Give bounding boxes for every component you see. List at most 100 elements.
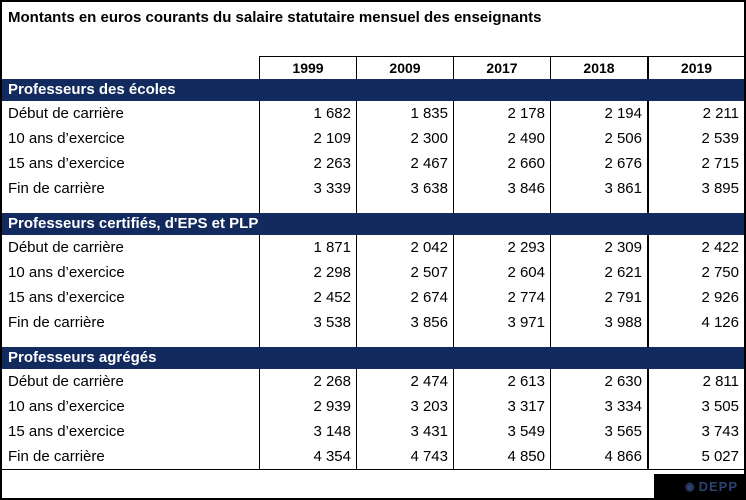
- value-cell: 2 674: [356, 285, 453, 310]
- table-row: Fin de carrière 3 339 3 638 3 846 3 861 …: [2, 176, 744, 201]
- value-cell: 2 715: [647, 151, 744, 176]
- value-cell: 3 971: [453, 310, 550, 335]
- value-cell: 2 660: [453, 151, 550, 176]
- footer-row: ◉ DEPP: [2, 469, 744, 498]
- gap-cell: [356, 201, 453, 213]
- section-gap-row: [2, 201, 744, 213]
- value-cell: 3 148: [259, 419, 356, 444]
- gap-cell: [453, 335, 550, 347]
- value-cell: 2 109: [259, 126, 356, 151]
- value-cell: 2 309: [550, 235, 647, 260]
- row-label: 15 ans d’exercice: [8, 423, 125, 440]
- value-cell: 5 027: [647, 444, 744, 469]
- year-col-header: 2018: [550, 56, 647, 79]
- depp-logo-icon: ◉: [684, 480, 695, 493]
- gap-cell: [356, 335, 453, 347]
- value-cell: 2 676: [550, 151, 647, 176]
- row-label: 15 ans d’exercice: [8, 155, 125, 172]
- row-label: Fin de carrière: [8, 448, 105, 465]
- row-label: 10 ans d’exercice: [8, 130, 125, 147]
- value-cell: 4 126: [647, 310, 744, 335]
- value-cell: 2 490: [453, 126, 550, 151]
- gap-cell: [550, 201, 647, 213]
- value-cell: 2 774: [453, 285, 550, 310]
- row-label: Fin de carrière: [8, 314, 105, 331]
- corner-empty-cell: [2, 56, 259, 79]
- value-cell: 3 743: [647, 419, 744, 444]
- table-row: Début de carrière 1 871 2 042 2 293 2 30…: [2, 235, 744, 260]
- table-row: 10 ans d’exercice 2 298 2 507 2 604 2 62…: [2, 260, 744, 285]
- value-cell: 3 565: [550, 419, 647, 444]
- value-cell: 2 630: [550, 369, 647, 394]
- year-header-row: 1999 2009 2017 2018 2019: [2, 56, 744, 79]
- value-cell: 2 178: [453, 101, 550, 126]
- value-cell: 2 268: [259, 369, 356, 394]
- gap-cell: [647, 201, 744, 213]
- value-cell: 3 339: [259, 176, 356, 201]
- year-col-header: 1999: [259, 56, 356, 79]
- value-cell: 3 988: [550, 310, 647, 335]
- gap-cell: [453, 201, 550, 213]
- value-cell: 3 431: [356, 419, 453, 444]
- depp-label: DEPP: [698, 478, 738, 494]
- value-cell: 2 467: [356, 151, 453, 176]
- gap-cell: [550, 335, 647, 347]
- value-cell: 2 042: [356, 235, 453, 260]
- table-row: Fin de carrière 4 354 4 743 4 850 4 866 …: [2, 444, 744, 469]
- value-cell: 3 846: [453, 176, 550, 201]
- gap-cell: [259, 335, 356, 347]
- gap-label-cell: [2, 335, 259, 347]
- gap-label-cell: [2, 201, 259, 213]
- value-cell: 2 811: [647, 369, 744, 394]
- value-cell: 4 866: [550, 444, 647, 469]
- value-cell: 2 613: [453, 369, 550, 394]
- value-cell: 1 682: [259, 101, 356, 126]
- value-cell: 2 422: [647, 235, 744, 260]
- value-cell: 2 507: [356, 260, 453, 285]
- row-label: 10 ans d’exercice: [8, 398, 125, 415]
- table-row: 15 ans d’exercice 3 148 3 431 3 549 3 56…: [2, 419, 744, 444]
- section-gap-row: [2, 335, 744, 347]
- section-header-professeurs-certifies: Professeurs certifiés, d'EPS et PLP: [2, 213, 744, 235]
- value-cell: 2 791: [550, 285, 647, 310]
- title-spacer: [2, 32, 744, 56]
- row-label: Début de carrière: [8, 105, 124, 122]
- value-cell: 1 835: [356, 101, 453, 126]
- year-col-header: 2017: [453, 56, 550, 79]
- row-label: 15 ans d’exercice: [8, 289, 125, 306]
- value-cell: 3 538: [259, 310, 356, 335]
- value-cell: 2 939: [259, 394, 356, 419]
- value-cell: 1 871: [259, 235, 356, 260]
- value-cell: 2 298: [259, 260, 356, 285]
- value-cell: 2 750: [647, 260, 744, 285]
- gap-cell: [259, 201, 356, 213]
- row-label: Début de carrière: [8, 239, 124, 256]
- row-label: 10 ans d’exercice: [8, 264, 125, 281]
- value-cell: 2 539: [647, 126, 744, 151]
- value-cell: 2 300: [356, 126, 453, 151]
- value-cell: 3 856: [356, 310, 453, 335]
- row-label: Fin de carrière: [8, 180, 105, 197]
- table-row: 10 ans d’exercice 2 939 3 203 3 317 3 33…: [2, 394, 744, 419]
- value-cell: 2 263: [259, 151, 356, 176]
- value-cell: 3 549: [453, 419, 550, 444]
- value-cell: 4 354: [259, 444, 356, 469]
- value-cell: 3 895: [647, 176, 744, 201]
- value-cell: 2 194: [550, 101, 647, 126]
- row-label: Début de carrière: [8, 373, 124, 390]
- value-cell: 2 621: [550, 260, 647, 285]
- value-cell: 2 474: [356, 369, 453, 394]
- value-cell: 3 861: [550, 176, 647, 201]
- value-cell: 2 293: [453, 235, 550, 260]
- depp-badge: ◉ DEPP: [654, 474, 744, 498]
- section-header-professeurs-des-ecoles: Professeurs des écoles: [2, 79, 744, 101]
- table-row: 15 ans d’exercice 2 452 2 674 2 774 2 79…: [2, 285, 744, 310]
- value-cell: 3 638: [356, 176, 453, 201]
- table-row: 15 ans d’exercice 2 263 2 467 2 660 2 67…: [2, 151, 744, 176]
- value-cell: 2 506: [550, 126, 647, 151]
- value-cell: 4 850: [453, 444, 550, 469]
- table-row: Fin de carrière 3 538 3 856 3 971 3 988 …: [2, 310, 744, 335]
- value-cell: 2 604: [453, 260, 550, 285]
- value-cell: 2 452: [259, 285, 356, 310]
